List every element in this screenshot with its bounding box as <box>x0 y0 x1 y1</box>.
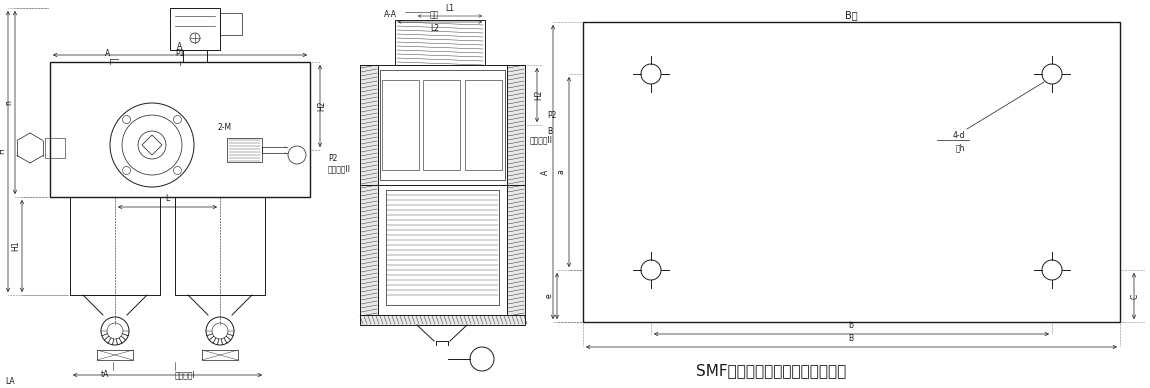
Bar <box>70 197 160 295</box>
Bar <box>380 70 505 180</box>
Text: 2-M: 2-M <box>218 123 232 132</box>
Text: A-A: A-A <box>383 10 397 19</box>
Text: 进口: 进口 <box>430 10 439 19</box>
Text: L2: L2 <box>430 24 439 33</box>
Text: a: a <box>557 170 566 174</box>
Text: L: L <box>166 194 170 203</box>
Bar <box>423 80 460 170</box>
Text: SMF系列安装外形尺寸（可定制）: SMF系列安装外形尺寸（可定制） <box>697 363 846 378</box>
Bar <box>220 13 242 35</box>
Text: H2: H2 <box>317 101 325 111</box>
Bar <box>227 138 262 162</box>
Text: b: b <box>849 321 853 330</box>
Bar <box>394 20 485 65</box>
Text: C: C <box>1130 293 1140 299</box>
Text: A: A <box>540 170 550 175</box>
Text: P1: P1 <box>175 49 185 58</box>
Bar <box>97 350 133 360</box>
Bar <box>49 62 311 197</box>
Text: 4-d: 4-d <box>952 131 965 140</box>
Text: B向: B向 <box>845 10 857 20</box>
Bar <box>583 22 1120 322</box>
Bar <box>465 80 503 170</box>
Text: n: n <box>3 100 13 105</box>
Bar <box>360 65 378 185</box>
Bar <box>183 50 207 62</box>
Text: H: H <box>0 149 6 154</box>
Text: H2: H2 <box>534 90 543 100</box>
Bar <box>382 80 419 170</box>
Text: A: A <box>177 42 183 51</box>
Text: 深h: 深h <box>956 143 965 152</box>
Text: 手柄位置I: 手柄位置I <box>175 370 196 379</box>
Text: B: B <box>849 334 853 343</box>
Bar <box>170 8 220 50</box>
Bar <box>360 185 378 315</box>
Bar <box>175 197 264 295</box>
Text: B: B <box>547 127 552 136</box>
Text: LA: LA <box>5 377 15 386</box>
Bar <box>202 350 238 360</box>
Text: tA: tA <box>101 370 109 379</box>
Bar <box>507 65 526 185</box>
Text: L1: L1 <box>445 4 454 13</box>
Bar <box>360 315 526 325</box>
Text: P2: P2 <box>547 111 557 120</box>
Text: H1: H1 <box>12 241 20 251</box>
Text: A: A <box>105 49 110 58</box>
Text: 手柄位置II: 手柄位置II <box>328 164 351 173</box>
Bar <box>386 190 499 305</box>
Text: e: e <box>545 294 554 298</box>
Bar <box>45 138 66 158</box>
Text: 手柄位置II: 手柄位置II <box>530 135 553 144</box>
Text: P2: P2 <box>328 154 337 163</box>
Bar <box>507 185 526 315</box>
